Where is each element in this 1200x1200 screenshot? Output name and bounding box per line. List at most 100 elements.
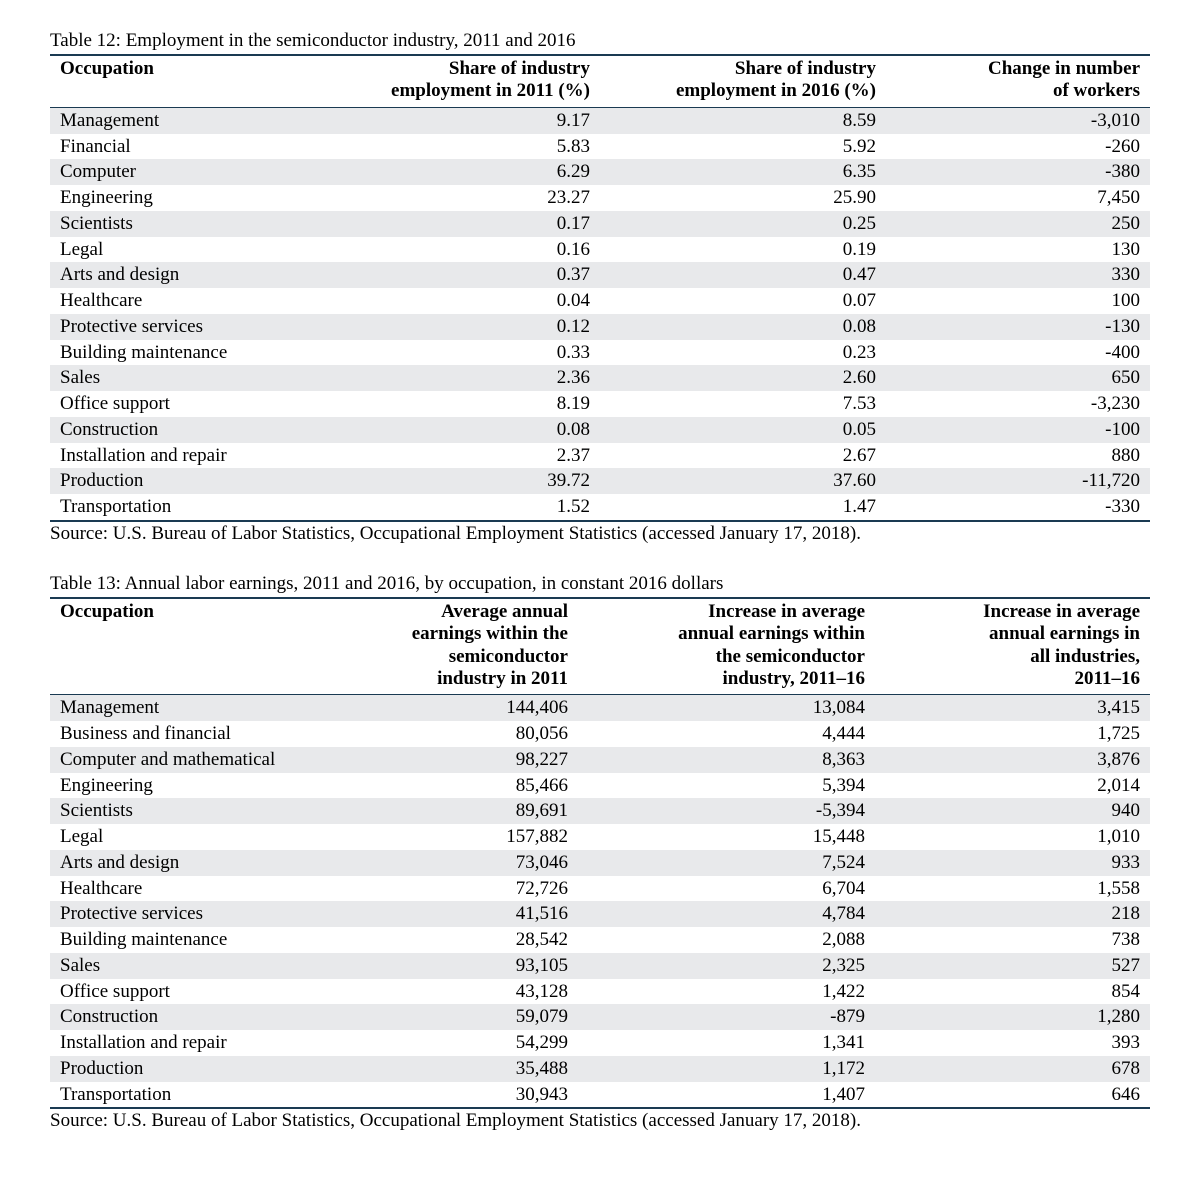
table-cell: 0.23: [600, 340, 886, 366]
table-cell: 28,542: [314, 927, 578, 953]
table-row: Office support43,1281,422854: [50, 979, 1150, 1005]
table-cell: Office support: [50, 391, 336, 417]
table-cell: 1,407: [578, 1082, 875, 1109]
table-row: Management144,40613,0843,415: [50, 695, 1150, 721]
table-cell: 1,010: [875, 824, 1150, 850]
table-row: Production35,4881,172678: [50, 1056, 1150, 1082]
table-cell: 1,341: [578, 1030, 875, 1056]
table-cell: 3,876: [875, 747, 1150, 773]
table-cell: Management: [50, 107, 336, 133]
table-cell: Installation and repair: [50, 1030, 314, 1056]
table-cell: 7,450: [886, 185, 1150, 211]
table-row: Computer and mathematical98,2278,3633,87…: [50, 747, 1150, 773]
table-cell: -130: [886, 314, 1150, 340]
table-13-caption: Table 13: Annual labor earnings, 2011 an…: [50, 573, 1150, 595]
table-cell: Arts and design: [50, 262, 336, 288]
table-cell: Engineering: [50, 773, 314, 799]
table-cell: 8.19: [336, 391, 600, 417]
table-cell: Building maintenance: [50, 927, 314, 953]
table-row: Sales93,1052,325527: [50, 953, 1150, 979]
table-cell: 0.04: [336, 288, 600, 314]
table-row: Construction0.080.05-100: [50, 417, 1150, 443]
table-row: Installation and repair54,2991,341393: [50, 1030, 1150, 1056]
table-12: Occupation Share of industryemployment i…: [50, 54, 1150, 522]
table-cell: Financial: [50, 134, 336, 160]
table-cell: 218: [875, 901, 1150, 927]
table-cell: Arts and design: [50, 850, 314, 876]
table-cell: 0.19: [600, 237, 886, 263]
table-cell: Management: [50, 695, 314, 721]
table-cell: 2.60: [600, 365, 886, 391]
table-cell: 1,280: [875, 1004, 1150, 1030]
table-cell: 2,014: [875, 773, 1150, 799]
table-cell: Healthcare: [50, 288, 336, 314]
table-cell: 393: [875, 1030, 1150, 1056]
table-cell: Office support: [50, 979, 314, 1005]
table-cell: Business and financial: [50, 721, 314, 747]
table-cell: Healthcare: [50, 876, 314, 902]
table-cell: 0.07: [600, 288, 886, 314]
table-cell: 0.33: [336, 340, 600, 366]
table-12-caption: Table 12: Employment in the semiconducto…: [50, 30, 1150, 52]
table-cell: 0.16: [336, 237, 600, 263]
table-cell: 8.59: [600, 107, 886, 133]
table-cell: 13,084: [578, 695, 875, 721]
table-cell: 39.72: [336, 468, 600, 494]
table-row: Engineering85,4665,3942,014: [50, 773, 1150, 799]
table-cell: Transportation: [50, 494, 336, 521]
table-13-col-1: Average annualearnings within thesemicon…: [314, 598, 578, 695]
table-cell: 85,466: [314, 773, 578, 799]
table-cell: -330: [886, 494, 1150, 521]
table-cell: Legal: [50, 237, 336, 263]
table-cell: 2,088: [578, 927, 875, 953]
table-13-block: Table 13: Annual labor earnings, 2011 an…: [50, 573, 1150, 1133]
table-cell: 0.17: [336, 211, 600, 237]
table-cell: 1.52: [336, 494, 600, 521]
table-row: Protective services41,5164,784218: [50, 901, 1150, 927]
table-cell: Transportation: [50, 1082, 314, 1109]
table-cell: -3,230: [886, 391, 1150, 417]
table-cell: 1,172: [578, 1056, 875, 1082]
table-cell: -879: [578, 1004, 875, 1030]
table-cell: 650: [886, 365, 1150, 391]
table-cell: 59,079: [314, 1004, 578, 1030]
table-cell: -260: [886, 134, 1150, 160]
table-cell: 130: [886, 237, 1150, 263]
table-row: Business and financial80,0564,4441,725: [50, 721, 1150, 747]
table-cell: 880: [886, 443, 1150, 469]
table-cell: Building maintenance: [50, 340, 336, 366]
table-cell: Sales: [50, 953, 314, 979]
table-12-block: Table 12: Employment in the semiconducto…: [50, 30, 1150, 545]
table-cell: -5,394: [578, 798, 875, 824]
table-13-source: Source: U.S. Bureau of Labor Statistics,…: [50, 1110, 1150, 1132]
table-row: Engineering23.2725.907,450: [50, 185, 1150, 211]
table-13: Occupation Average annualearnings within…: [50, 597, 1150, 1110]
table-cell: -3,010: [886, 107, 1150, 133]
table-cell: 89,691: [314, 798, 578, 824]
table-cell: -100: [886, 417, 1150, 443]
table-cell: 15,448: [578, 824, 875, 850]
table-cell: 1,422: [578, 979, 875, 1005]
table-cell: Protective services: [50, 901, 314, 927]
table-cell: 854: [875, 979, 1150, 1005]
table-cell: Production: [50, 1056, 314, 1082]
table-cell: 2,325: [578, 953, 875, 979]
table-cell: 250: [886, 211, 1150, 237]
table-cell: 25.90: [600, 185, 886, 211]
table-cell: 35,488: [314, 1056, 578, 1082]
table-cell: 0.08: [600, 314, 886, 340]
table-cell: 330: [886, 262, 1150, 288]
table-row: Transportation30,9431,407646: [50, 1082, 1150, 1109]
table-cell: 646: [875, 1082, 1150, 1109]
table-cell: 157,882: [314, 824, 578, 850]
table-cell: 3,415: [875, 695, 1150, 721]
table-row: Healthcare72,7266,7041,558: [50, 876, 1150, 902]
table-12-col-2: Share of industryemployment in 2016 (%): [600, 55, 886, 107]
table-cell: Construction: [50, 1004, 314, 1030]
table-row: Legal157,88215,4481,010: [50, 824, 1150, 850]
table-cell: Engineering: [50, 185, 336, 211]
table-12-header-row: Occupation Share of industryemployment i…: [50, 55, 1150, 107]
table-cell: 7.53: [600, 391, 886, 417]
table-cell: 940: [875, 798, 1150, 824]
table-cell: Scientists: [50, 211, 336, 237]
